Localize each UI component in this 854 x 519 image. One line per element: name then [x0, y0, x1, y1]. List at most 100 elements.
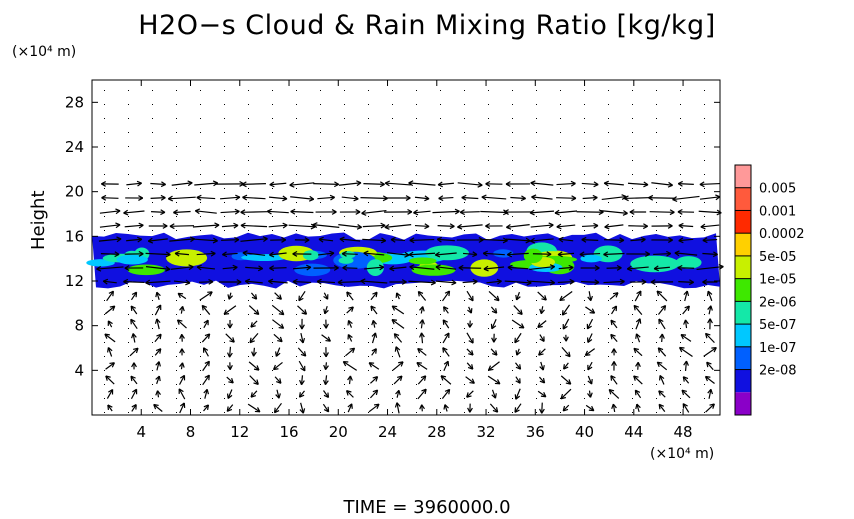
grid-dot: [368, 342, 369, 343]
grid-dot: [272, 398, 273, 399]
grid-dot: [440, 216, 441, 217]
wind-arrow: [438, 195, 454, 202]
grid-dot: [248, 384, 249, 385]
wind-arrow: [369, 389, 379, 399]
wind-arrow: [102, 278, 117, 285]
wind-arrow: [633, 375, 643, 385]
wind-arrow: [150, 181, 166, 188]
wind-arrow: [203, 319, 209, 329]
grid-dot: [656, 370, 657, 371]
grid-dot: [152, 188, 153, 189]
wind-arrow: [507, 264, 529, 271]
x-axis-unit: (×10⁴ m): [650, 446, 715, 462]
grid-dot: [488, 160, 489, 161]
wind-arrow: [131, 362, 137, 370]
grid-dot: [224, 328, 225, 329]
wind-arrow: [154, 348, 162, 356]
grid-dot: [224, 286, 225, 287]
wind-arrow: [315, 209, 337, 215]
wind-arrow: [562, 404, 570, 412]
wind-arrow: [706, 361, 714, 371]
grid-dot: [272, 328, 273, 329]
grid-dot: [128, 202, 129, 203]
grid-dot: [416, 356, 417, 357]
grid-dot: [656, 412, 657, 413]
grid-dot: [152, 104, 153, 105]
wind-arrow: [196, 250, 216, 257]
grid-dot: [584, 342, 585, 343]
wind-arrow: [130, 318, 138, 330]
wind-arrow: [490, 306, 498, 314]
grid-dot: [296, 202, 297, 203]
wind-arrow: [292, 250, 312, 257]
grid-dot: [392, 384, 393, 385]
grid-dot: [320, 216, 321, 217]
grid-dot: [512, 188, 513, 189]
wind-arrow: [154, 304, 162, 316]
grid-dot: [296, 174, 297, 175]
wind-arrow: [530, 180, 554, 187]
grid-dot: [248, 118, 249, 119]
grid-dot: [680, 412, 681, 413]
wind-arrow: [312, 222, 340, 228]
grid-dot: [176, 174, 177, 175]
wind-arrow: [651, 181, 673, 188]
colorbar-label: 5e-05: [759, 250, 797, 265]
wind-arrow: [558, 264, 574, 271]
wind-arrow: [240, 222, 268, 229]
colorbar-label: 1e-07: [759, 341, 797, 356]
grid-dot: [488, 230, 489, 231]
grid-dot: [344, 384, 345, 385]
grid-dot: [656, 398, 657, 399]
y-tick-label: 16: [65, 227, 84, 245]
wind-arrow: [202, 360, 210, 372]
grid-dot: [488, 328, 489, 329]
wind-arrow: [485, 223, 503, 229]
grid-dot: [440, 342, 441, 343]
wind-arrow: [485, 180, 503, 187]
x-tick-label: 28: [427, 423, 446, 441]
grid-dot: [440, 300, 441, 301]
wind-arrow: [169, 236, 195, 243]
grid-dot: [512, 146, 513, 147]
wind-arrow: [240, 236, 268, 242]
grid-dot: [440, 412, 441, 413]
grid-dot: [224, 90, 225, 91]
wind-arrow: [150, 194, 166, 201]
grid-dot: [152, 146, 153, 147]
grid-dot: [488, 286, 489, 287]
grid-dot: [632, 230, 633, 231]
cloud-patch: [580, 254, 602, 263]
wind-arrow: [611, 361, 617, 371]
grid-dot: [200, 384, 201, 385]
wind-arrow: [505, 181, 530, 187]
grid-dot: [152, 160, 153, 161]
grid-dot: [488, 118, 489, 119]
grid-dot: [416, 118, 417, 119]
grid-dot: [200, 104, 201, 105]
wind-arrow: [633, 347, 643, 357]
grid-dot: [560, 356, 561, 357]
wind-arrow: [173, 279, 191, 286]
grid-dot: [632, 216, 633, 217]
grid-dot: [152, 286, 153, 287]
grid-dot: [608, 90, 609, 91]
grid-dot: [152, 90, 153, 91]
grid-dot: [176, 132, 177, 133]
wind-arrow: [656, 290, 668, 302]
wind-arrow: [554, 209, 578, 216]
grid-dot: [536, 160, 537, 161]
grid-dot: [176, 230, 177, 231]
grid-dot: [416, 104, 417, 105]
grid-dot: [440, 286, 441, 287]
grid-dot: [704, 342, 705, 343]
wind-arrow: [585, 306, 596, 314]
grid-dot: [608, 132, 609, 133]
wind-arrow: [417, 375, 427, 385]
wind-arrow: [604, 223, 624, 230]
grid-dot: [560, 118, 561, 119]
grid-dot: [488, 314, 489, 315]
wind-arrow: [227, 319, 233, 329]
grid-dot: [680, 314, 681, 315]
grid-dot: [128, 160, 129, 161]
